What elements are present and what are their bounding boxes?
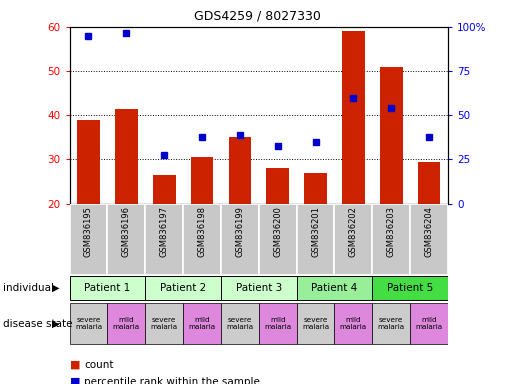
Bar bbox=[70, 276, 145, 300]
Text: GSM836197: GSM836197 bbox=[160, 206, 168, 257]
Text: mild
malaria: mild malaria bbox=[264, 317, 291, 330]
Text: Patient 4: Patient 4 bbox=[312, 283, 357, 293]
Text: ■: ■ bbox=[70, 360, 80, 370]
Bar bbox=[335, 204, 372, 275]
Text: ■: ■ bbox=[70, 377, 80, 384]
Text: GSM836200: GSM836200 bbox=[273, 206, 282, 257]
Text: mild
malaria: mild malaria bbox=[340, 317, 367, 330]
Text: severe
malaria: severe malaria bbox=[377, 317, 405, 330]
Bar bbox=[221, 276, 297, 300]
Text: severe
malaria: severe malaria bbox=[302, 317, 329, 330]
Text: severe
malaria: severe malaria bbox=[75, 317, 102, 330]
Bar bbox=[77, 120, 100, 204]
Bar bbox=[183, 303, 221, 344]
Bar bbox=[221, 204, 259, 275]
Bar bbox=[145, 303, 183, 344]
Text: count: count bbox=[84, 360, 113, 370]
Text: GSM836199: GSM836199 bbox=[235, 206, 244, 257]
Bar bbox=[259, 204, 297, 275]
Bar bbox=[297, 276, 372, 300]
Text: GSM836198: GSM836198 bbox=[198, 206, 207, 257]
Bar bbox=[304, 174, 327, 204]
Text: GSM836196: GSM836196 bbox=[122, 206, 131, 257]
Bar bbox=[418, 162, 440, 204]
Bar bbox=[107, 204, 145, 275]
Text: GSM836204: GSM836204 bbox=[425, 206, 434, 257]
Text: ▶: ▶ bbox=[52, 318, 59, 329]
Text: Patient 3: Patient 3 bbox=[236, 283, 282, 293]
Bar bbox=[183, 204, 221, 275]
Text: ▶: ▶ bbox=[52, 283, 59, 293]
Text: mild
malaria: mild malaria bbox=[113, 317, 140, 330]
Text: severe
malaria: severe malaria bbox=[226, 317, 253, 330]
Text: Patient 5: Patient 5 bbox=[387, 283, 433, 293]
Bar bbox=[297, 303, 335, 344]
Bar bbox=[229, 137, 251, 204]
Bar bbox=[380, 67, 403, 204]
Bar bbox=[259, 303, 297, 344]
Bar bbox=[70, 303, 107, 344]
Bar bbox=[372, 276, 448, 300]
Bar bbox=[153, 175, 176, 204]
Bar bbox=[410, 303, 448, 344]
Bar bbox=[145, 204, 183, 275]
Text: percentile rank within the sample: percentile rank within the sample bbox=[84, 377, 260, 384]
Bar bbox=[115, 109, 138, 204]
Bar bbox=[372, 303, 410, 344]
Text: disease state: disease state bbox=[3, 318, 72, 329]
Bar bbox=[107, 303, 145, 344]
Text: individual: individual bbox=[3, 283, 54, 293]
Text: GDS4259 / 8027330: GDS4259 / 8027330 bbox=[194, 10, 321, 23]
Bar bbox=[145, 276, 221, 300]
Text: GSM836201: GSM836201 bbox=[311, 206, 320, 257]
Text: GSM836203: GSM836203 bbox=[387, 206, 396, 257]
Text: severe
malaria: severe malaria bbox=[150, 317, 178, 330]
Text: GSM836195: GSM836195 bbox=[84, 206, 93, 257]
Bar bbox=[221, 303, 259, 344]
Text: Patient 2: Patient 2 bbox=[160, 283, 206, 293]
Text: mild
malaria: mild malaria bbox=[416, 317, 443, 330]
Text: Patient 1: Patient 1 bbox=[84, 283, 130, 293]
Bar bbox=[266, 168, 289, 204]
Bar bbox=[372, 204, 410, 275]
Bar bbox=[410, 204, 448, 275]
Bar bbox=[342, 31, 365, 204]
Bar bbox=[70, 204, 107, 275]
Text: GSM836202: GSM836202 bbox=[349, 206, 358, 257]
Bar bbox=[335, 303, 372, 344]
Text: mild
malaria: mild malaria bbox=[188, 317, 216, 330]
Bar bbox=[297, 204, 335, 275]
Bar bbox=[191, 157, 213, 204]
